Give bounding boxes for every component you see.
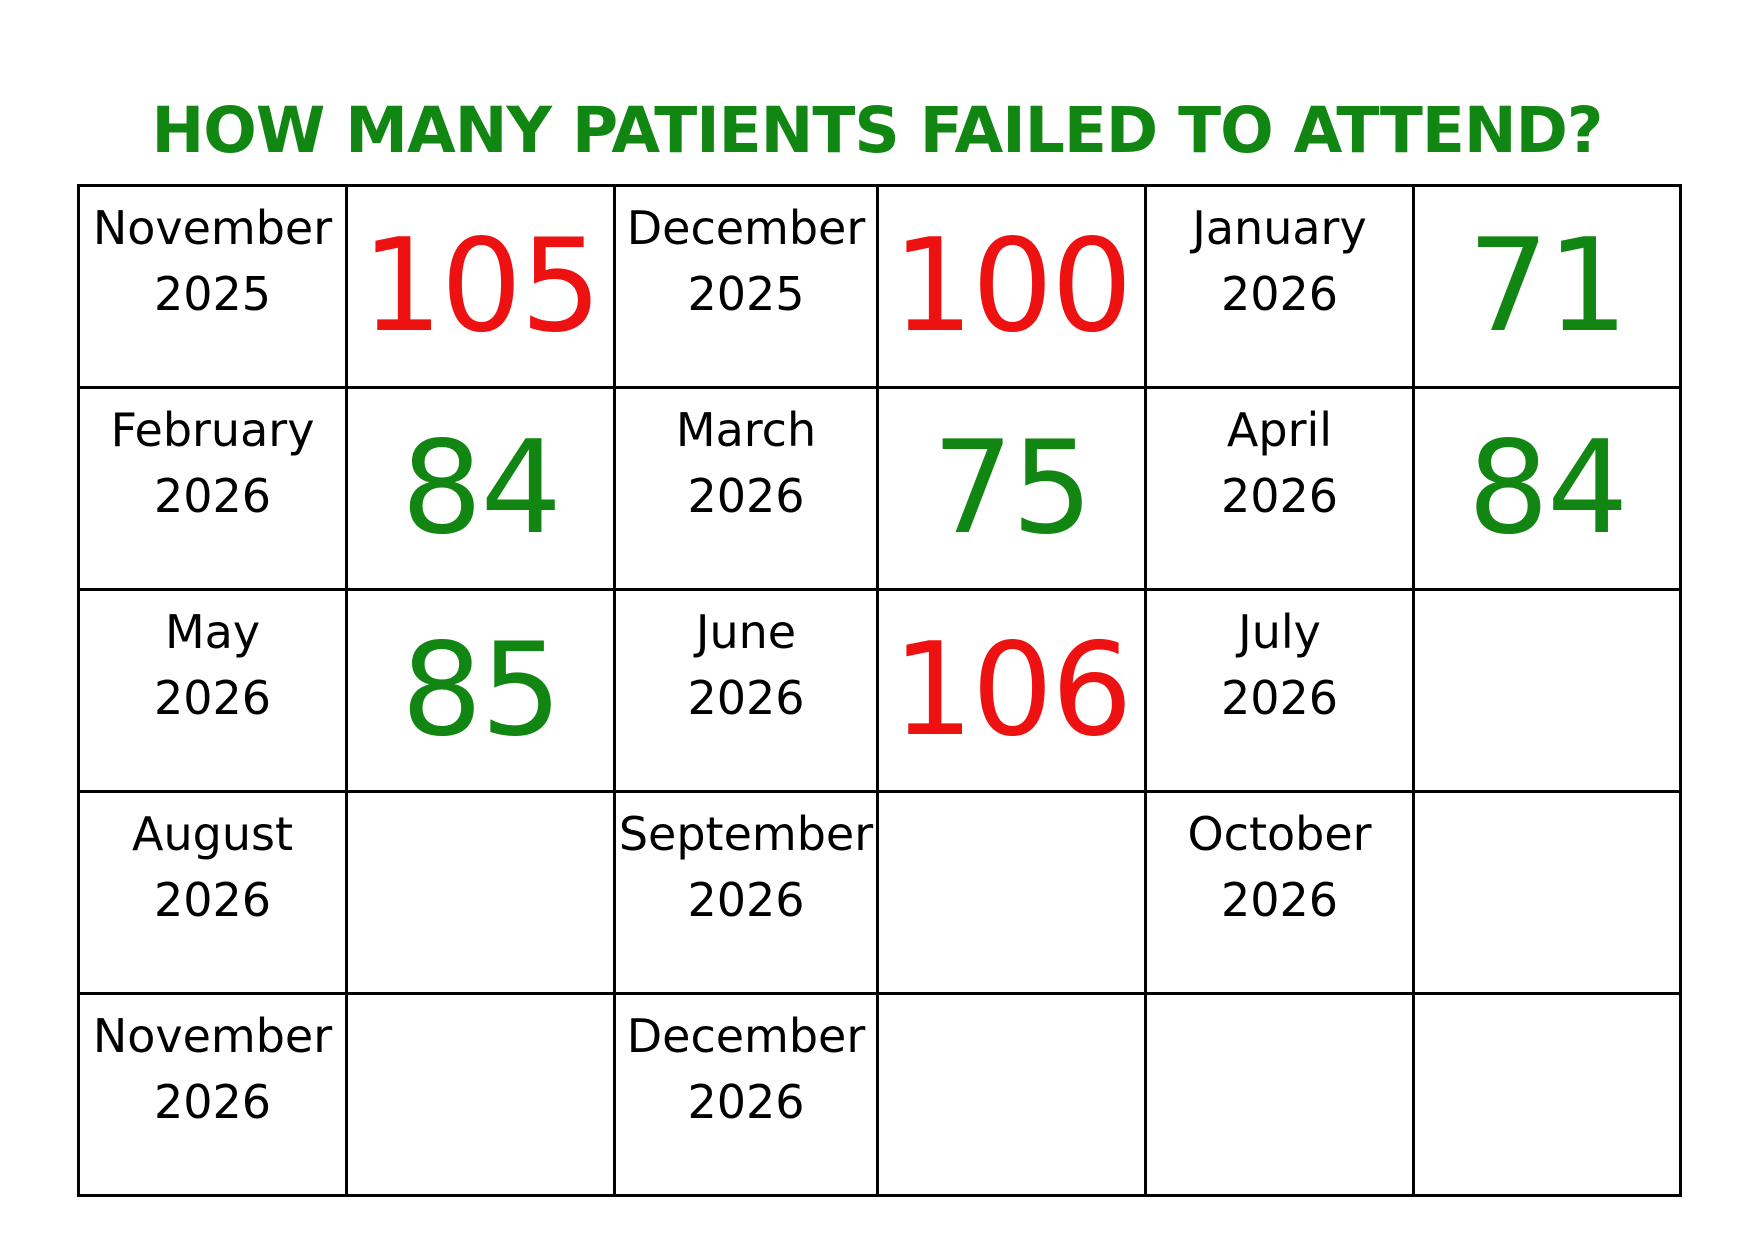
month-year: 2026 [153, 1075, 272, 1129]
month-name: May [164, 605, 261, 659]
count-cell: 75 [876, 386, 1147, 591]
missed-appointments-count: 75 [932, 413, 1093, 563]
attendance-table: November 2025 105 December 2025 100 January 202… [77, 184, 1682, 1197]
month-cell: February 2026 [77, 386, 348, 591]
month-name: October [1187, 807, 1372, 861]
month-label: November 2025 [80, 187, 345, 327]
table-row: November 2025 105 December 2025 100 January 202… [77, 184, 1682, 389]
month-cell: November 2025 [77, 184, 348, 389]
month-year: 2025 [687, 267, 805, 321]
month-label: May 2026 [80, 591, 345, 731]
attendance-table-body: November 2025 105 December 2025 100 January 202… [77, 184, 1682, 1197]
missed-appointments-count: 106 [892, 615, 1132, 765]
month-year: 2026 [1220, 267, 1339, 321]
month-name: November [92, 201, 333, 255]
month-name: August [132, 807, 293, 861]
count-cell [345, 790, 616, 995]
month-cell: November 2026 [77, 992, 348, 1197]
month-year: 2026 [687, 671, 805, 725]
month-name: December [626, 1009, 866, 1063]
month-year: 2026 [687, 873, 805, 927]
month-year: 2026 [1220, 469, 1339, 523]
month-label: July 2026 [1147, 591, 1412, 731]
month-label: December 2026 [616, 995, 876, 1135]
month-label: March 2026 [616, 389, 876, 529]
count-cell [345, 992, 616, 1197]
month-label: August 2026 [80, 793, 345, 933]
month-year: 2026 [153, 873, 272, 927]
month-name: December [626, 201, 866, 255]
month-label: October 2026 [1147, 793, 1412, 933]
month-year: 2026 [153, 671, 272, 725]
count-cell [876, 992, 1147, 1197]
month-cell: January 2026 [1144, 184, 1415, 389]
month-cell: December 2025 [613, 184, 879, 389]
table-row: February 2026 84 March 2026 75 April 2026 84 [77, 386, 1682, 591]
count-cell: 85 [345, 588, 616, 793]
month-label: April 2026 [1147, 389, 1412, 529]
table-row: August 2026 September 2026 October 2026 [77, 790, 1682, 995]
missed-appointments-count: 71 [1467, 211, 1629, 361]
missed-appointments-count: 100 [892, 211, 1132, 361]
missed-appointments-count: 84 [401, 413, 562, 563]
month-label: June 2026 [616, 591, 876, 731]
month-year: 2025 [153, 267, 272, 321]
month-cell: October 2026 [1144, 790, 1415, 995]
month-label: September 2026 [616, 793, 876, 933]
missed-appointments-count: 85 [401, 615, 562, 765]
month-name: April [1226, 403, 1333, 457]
count-cell [1412, 992, 1682, 1197]
month-year: 2026 [1220, 873, 1339, 927]
month-cell: June 2026 [613, 588, 879, 793]
table-row: November 2026 December 2026 [77, 992, 1682, 1197]
count-cell [1412, 588, 1682, 793]
month-cell: August 2026 [77, 790, 348, 995]
month-cell: March 2026 [613, 386, 879, 591]
table-row: May 2026 85 June 2026 106 July 2026 [77, 588, 1682, 793]
month-cell: December 2026 [613, 992, 879, 1197]
month-cell: September 2026 [613, 790, 879, 995]
month-label: November 2026 [80, 995, 345, 1135]
count-cell: 106 [876, 588, 1147, 793]
month-name: November [92, 1009, 333, 1063]
month-label: January 2026 [1147, 187, 1412, 327]
month-name: February [110, 403, 315, 457]
month-cell: April 2026 [1144, 386, 1415, 591]
missed-appointments-count: 105 [361, 211, 601, 361]
month-name: June [695, 605, 797, 659]
count-cell: 100 [876, 184, 1147, 389]
count-cell: 84 [1412, 386, 1682, 591]
month-label: February 2026 [80, 389, 345, 529]
month-year: 2026 [687, 1075, 805, 1129]
count-cell: 84 [345, 386, 616, 591]
page-title: HOW MANY PATIENTS FAILED TO ATTEND? [151, 94, 1604, 167]
month-cell [1144, 992, 1415, 1197]
month-year: 2026 [1220, 671, 1339, 725]
month-cell: July 2026 [1144, 588, 1415, 793]
month-year: 2026 [687, 469, 805, 523]
count-cell: 71 [1412, 184, 1682, 389]
month-label: December 2025 [616, 187, 876, 327]
month-name: March [675, 403, 817, 457]
month-year: 2026 [153, 469, 272, 523]
month-name: September [618, 807, 874, 861]
month-name: July [1238, 605, 1321, 659]
month-cell: May 2026 [77, 588, 348, 793]
missed-appointments-count: 84 [1467, 413, 1629, 563]
count-cell: 105 [345, 184, 616, 389]
month-label [1147, 995, 1412, 1069]
count-cell [1412, 790, 1682, 995]
count-cell [876, 790, 1147, 995]
month-name: January [1192, 201, 1367, 255]
